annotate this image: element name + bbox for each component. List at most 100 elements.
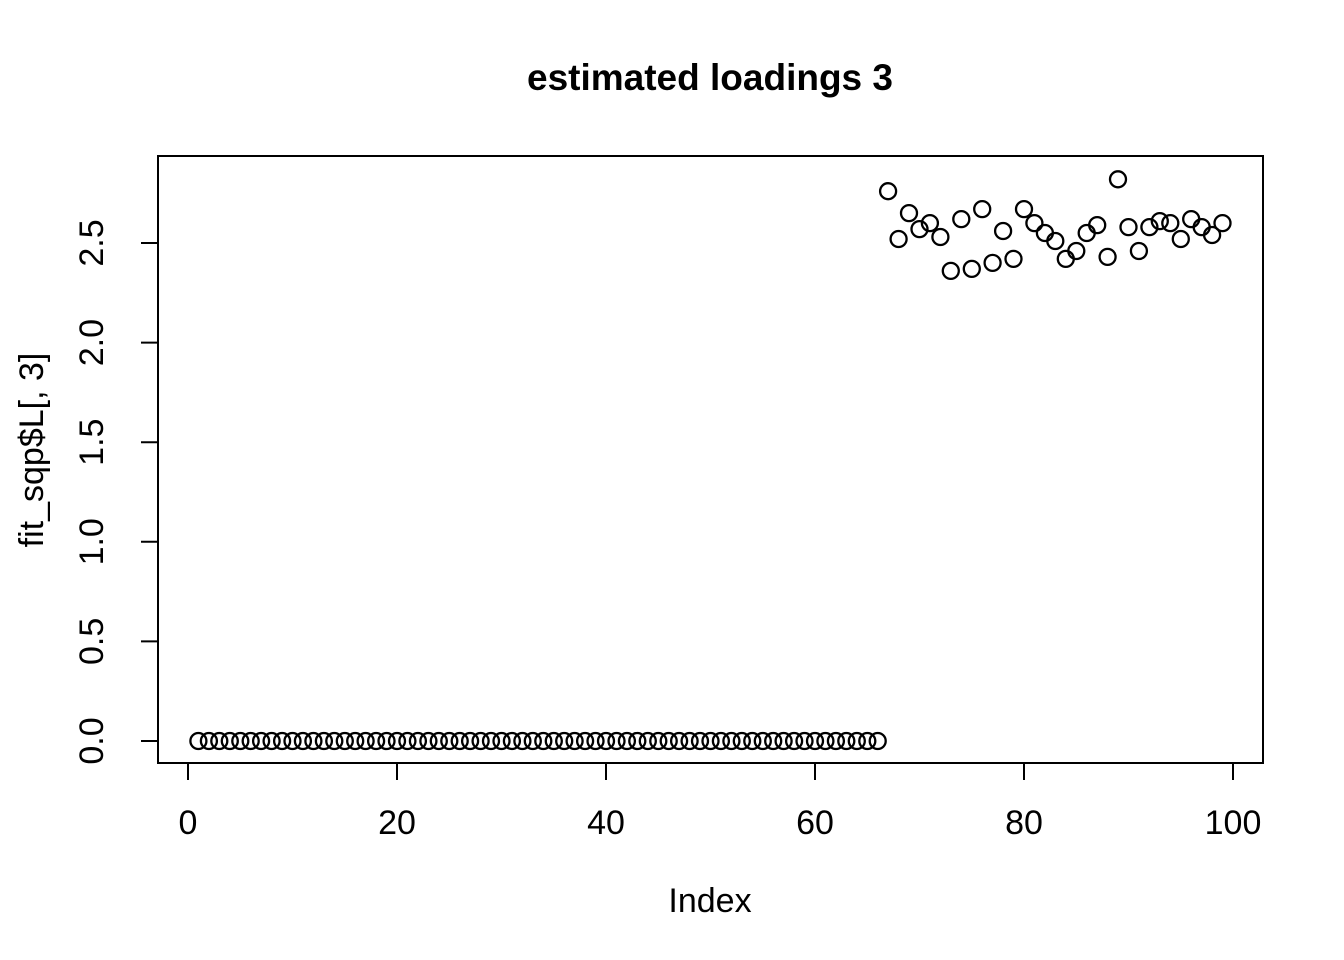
data-point — [210, 731, 229, 751]
data-point — [492, 731, 511, 751]
data-point — [283, 731, 302, 751]
y-tick-label: 1.0 — [73, 518, 111, 565]
data-point — [1056, 249, 1075, 269]
data-point — [262, 731, 281, 751]
data-point — [1088, 215, 1107, 235]
data-point — [638, 731, 657, 751]
data-point — [440, 731, 459, 751]
data-point — [325, 731, 344, 751]
plot-title: estimated loadings 3 — [527, 57, 893, 98]
data-point — [523, 731, 542, 751]
data-point — [993, 221, 1013, 241]
data-point — [732, 731, 751, 751]
data-point — [1067, 241, 1086, 261]
data-point — [293, 731, 313, 751]
data-point — [1213, 213, 1232, 233]
data-point — [899, 203, 919, 223]
data-point — [544, 731, 563, 751]
data-point — [1140, 217, 1159, 237]
data-point — [649, 731, 668, 751]
data-point — [952, 209, 971, 229]
data-point — [304, 731, 323, 751]
data-point — [1025, 213, 1044, 233]
data-point — [408, 731, 428, 751]
data-point — [555, 731, 574, 751]
x-tick-label: 100 — [1205, 804, 1262, 842]
data-point — [575, 731, 595, 751]
x-tick-label: 20 — [378, 804, 416, 842]
data-point — [753, 731, 772, 751]
data-point — [565, 731, 584, 751]
data-point — [1035, 223, 1055, 243]
data-point — [690, 731, 710, 751]
y-axis-label: fit_sqp$L[, 3] — [13, 353, 51, 548]
data-point — [1150, 211, 1169, 231]
data-point — [1004, 249, 1023, 269]
data-point — [617, 731, 637, 751]
data-point — [795, 731, 814, 751]
data-point — [387, 731, 407, 751]
data-point — [858, 731, 877, 751]
data-point — [335, 731, 354, 751]
data-point — [1108, 170, 1128, 189]
y-tick-label: 0.0 — [73, 717, 111, 764]
data-point — [398, 731, 417, 751]
data-point — [962, 259, 981, 279]
data-point — [722, 731, 741, 751]
data-point — [1046, 231, 1065, 251]
data-point — [628, 731, 647, 751]
data-point — [377, 731, 396, 751]
data-point — [346, 731, 365, 751]
x-tick-label: 80 — [1005, 804, 1043, 842]
x-tick-label: 0 — [179, 804, 198, 842]
data-point — [764, 731, 783, 751]
data-point — [314, 731, 334, 751]
data-point — [1014, 199, 1034, 219]
data-point — [1129, 241, 1149, 261]
data-point — [429, 731, 448, 751]
data-point — [272, 731, 292, 751]
data-point — [1161, 213, 1180, 233]
data-point — [878, 182, 898, 201]
data-point — [481, 731, 501, 751]
data-point — [241, 731, 260, 751]
data-point — [231, 731, 250, 751]
y-tick-label: 0.5 — [73, 618, 111, 665]
data-point — [471, 731, 490, 751]
data-point — [534, 731, 553, 751]
x-tick-label: 60 — [796, 804, 834, 842]
data-point — [419, 731, 438, 751]
y-tick-label: 2.5 — [73, 219, 111, 266]
data-point — [816, 731, 835, 751]
data-point — [502, 731, 522, 751]
data-point — [743, 731, 762, 751]
data-point — [847, 731, 866, 751]
data-point — [1171, 229, 1190, 249]
data-point — [659, 731, 678, 751]
data-point — [826, 731, 846, 751]
data-points — [189, 170, 1232, 751]
data-point — [586, 731, 605, 751]
data-point — [868, 731, 887, 751]
data-point — [941, 261, 960, 281]
data-point — [701, 731, 720, 751]
data-point — [1077, 223, 1096, 243]
data-point — [910, 219, 929, 239]
data-point — [450, 731, 469, 751]
data-point — [1202, 225, 1222, 245]
data-point — [920, 213, 940, 233]
y-tick-label: 1.5 — [73, 419, 111, 466]
x-tick-label: 40 — [587, 804, 625, 842]
data-point — [931, 227, 950, 247]
data-point — [805, 731, 825, 751]
data-point — [889, 229, 908, 249]
data-point — [356, 731, 375, 751]
y-tick-label: 2.0 — [73, 319, 111, 366]
data-point — [983, 253, 1002, 273]
plot-box-border — [157, 155, 1264, 764]
y-axis-ticks: 0.0 0.5 1.0 1.5 2.0 2.5 — [73, 219, 158, 765]
data-point — [460, 731, 480, 751]
data-point — [680, 731, 699, 751]
data-point — [784, 731, 804, 751]
